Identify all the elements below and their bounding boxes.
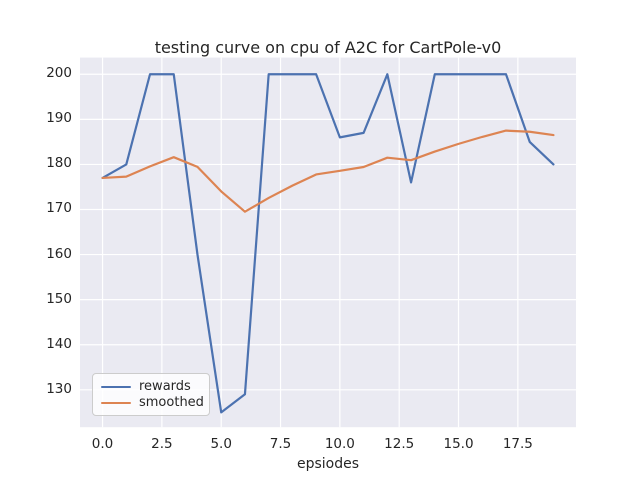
x-tick-label: 7.5 <box>269 436 292 452</box>
chart-title: testing curve on cpu of A2C for CartPole… <box>154 38 502 57</box>
x-tick-label: 17.5 <box>502 436 533 452</box>
smoothed-line <box>101 129 555 213</box>
legend-label-smoothed: smoothed <box>139 395 204 410</box>
x-tick-label: 15.0 <box>443 436 474 452</box>
x-tick-label: 10.0 <box>324 436 355 452</box>
x-tick-label: 2.5 <box>151 436 173 452</box>
legend-item-rewards: rewards <box>101 379 201 395</box>
y-tick-label: 150 <box>46 290 72 307</box>
y-tick-label: 130 <box>46 380 72 397</box>
y-tick-label: 170 <box>46 200 72 217</box>
plot-area <box>80 57 576 428</box>
rewards-line-swatch <box>101 385 131 389</box>
legend-label-rewards: rewards <box>139 379 191 394</box>
x-tick-label: 0.0 <box>91 436 114 452</box>
y-tick-label: 200 <box>46 65 72 82</box>
smoothed-line-swatch <box>101 401 131 405</box>
x-tick-label: 5.0 <box>210 436 232 452</box>
rewards-line <box>101 73 555 414</box>
legend: rewards smoothed <box>92 373 210 416</box>
y-tick-label: 190 <box>46 110 72 127</box>
y-tick-label: 180 <box>46 155 72 172</box>
x-axis-label: epsiodes <box>296 456 360 472</box>
x-tick-label: 12.5 <box>384 436 415 452</box>
y-tick-label: 160 <box>46 245 72 262</box>
legend-item-smoothed: smoothed <box>101 395 204 411</box>
y-tick-label: 140 <box>46 335 72 352</box>
